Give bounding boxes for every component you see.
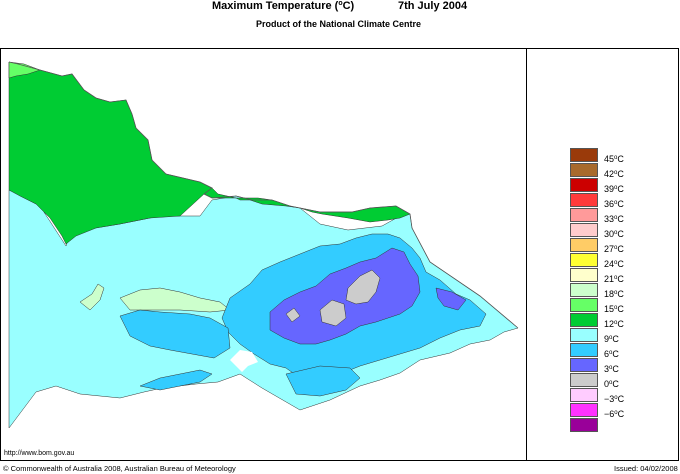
copyright-note: © Commonwealth of Australia 2008, Austra… (3, 464, 236, 473)
legend-item: 18oC (570, 283, 650, 299)
legend-swatch (570, 208, 598, 222)
legend-swatch (570, 328, 598, 342)
legend-label: −6oC (604, 409, 625, 419)
legend-label: −3oC (604, 394, 625, 404)
legend-swatch (570, 298, 598, 312)
legend-swatch (570, 313, 598, 327)
legend-item: 12oC (570, 313, 650, 329)
legend-item: 33oC (570, 208, 650, 224)
region-pale-west (79, 283, 105, 311)
legend-label: 36oC (604, 199, 624, 209)
legend-swatch (570, 223, 598, 237)
region-6-9-south (285, 365, 361, 397)
legend-item: 15oC (570, 298, 650, 314)
region-3-6-east (435, 287, 467, 311)
region-0-3 (345, 269, 381, 305)
legend-label: 15oC (604, 304, 624, 314)
map-date: 7th July 2004 (398, 0, 468, 12)
legend-label: 9oC (604, 334, 619, 344)
legend-label: 24oC (604, 259, 624, 269)
legend-item: 39oC (570, 178, 650, 194)
legend-item: 27oC (570, 238, 650, 254)
legend-item: 24oC (570, 253, 650, 269)
map-title: Maximum Temperature (oC) (212, 0, 355, 12)
legend-item: 3oC (570, 358, 650, 374)
legend-label: 0oC (604, 379, 619, 389)
state-border (8, 61, 519, 329)
legend-item: 0oC (570, 373, 650, 389)
legend-label: 39oC (604, 184, 624, 194)
legend-swatch (570, 388, 598, 402)
legend-label: 30oC (604, 229, 624, 239)
legend-item: 42oC (570, 163, 650, 179)
legend-label: 18oC (604, 289, 624, 299)
legend-swatch (570, 238, 598, 252)
legend-swatch (570, 343, 598, 357)
legend-swatch (570, 358, 598, 372)
legend-swatch (570, 418, 598, 432)
legend-swatch (570, 178, 598, 192)
legend-item: −3oC (570, 388, 650, 404)
legend-label: 27oC (604, 244, 624, 254)
legend-item: 45oC (570, 148, 650, 164)
legend-label: 42oC (604, 169, 624, 179)
issued-date: Issued: 04/02/2008 (614, 464, 678, 473)
legend-swatch (570, 283, 598, 297)
map-subtitle: Product of the National Climate Centre (256, 19, 422, 29)
legend-swatch (570, 163, 598, 177)
legend-item: 21oC (570, 268, 650, 284)
map-frame (0, 48, 679, 461)
legend-label: 6oC (604, 349, 619, 359)
legend-item: 36oC (570, 193, 650, 209)
legend-swatch (570, 373, 598, 387)
legend-label: 3oC (604, 364, 619, 374)
legend-item: −6oC (570, 403, 650, 419)
legend-item: 30oC (570, 223, 650, 239)
region-pale-center (119, 287, 231, 313)
port-phillip-bay (230, 350, 258, 372)
legend-item (570, 418, 650, 433)
legend-swatch (570, 148, 598, 162)
legend-swatch (570, 253, 598, 267)
source-url[interactable]: http://www.bom.gov.au (4, 450, 75, 457)
legend-item: 9oC (570, 328, 650, 344)
region-15-18 (8, 61, 41, 79)
header: Maximum Temperature (oC) 7th July 2004 (0, 0, 680, 14)
region-6-9-west (119, 309, 231, 359)
legend-label: 12oC (604, 319, 624, 329)
legend-label: 21oC (604, 274, 624, 284)
legend-label: 45oC (604, 154, 624, 164)
region-0-3-c (285, 307, 301, 323)
legend-swatch (570, 268, 598, 282)
region-6-9-coast (139, 369, 213, 391)
legend-label: 33oC (604, 214, 624, 224)
legend-item: 6oC (570, 343, 650, 359)
legend-swatch (570, 193, 598, 207)
temperature-map (8, 61, 519, 429)
region-3-6 (269, 247, 421, 345)
legend-swatch (570, 403, 598, 417)
legend-divider (526, 48, 527, 461)
region-0-3-b (319, 299, 347, 327)
